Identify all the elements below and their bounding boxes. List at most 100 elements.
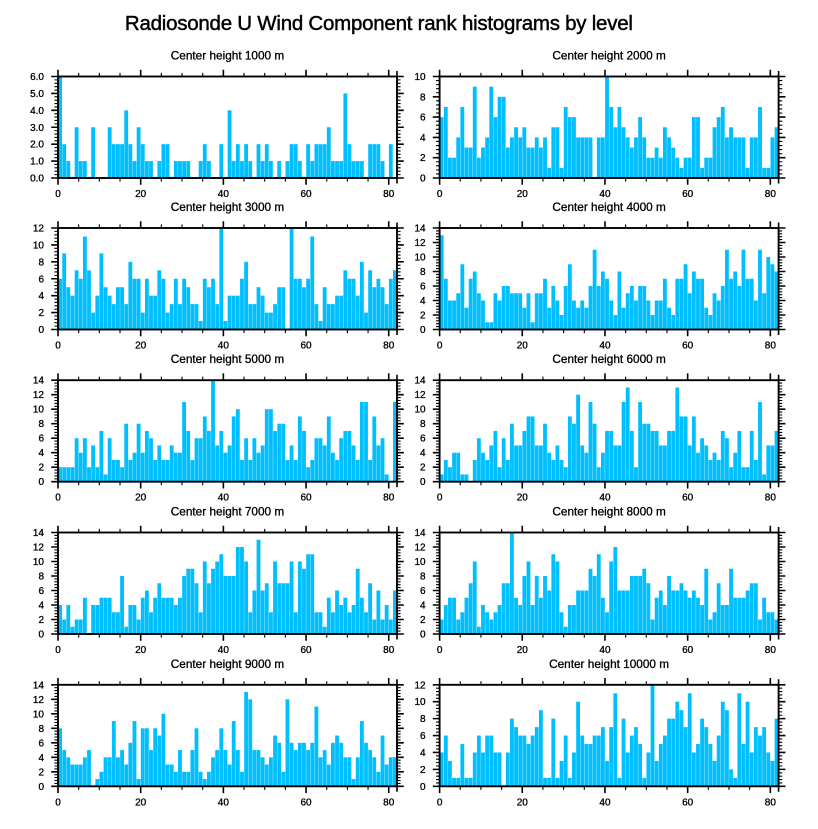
svg-text:60: 60 [300,645,312,656]
svg-text:60: 60 [300,797,312,808]
svg-text:Center height 2000 m: Center height 2000 m [552,49,666,63]
svg-text:40: 40 [218,797,230,808]
svg-text:8: 8 [38,724,44,735]
svg-text:0: 0 [38,782,44,793]
svg-text:4.0: 4.0 [30,106,44,117]
svg-text:12: 12 [414,680,426,691]
svg-text:2: 2 [38,767,44,778]
svg-text:Center height 3000 m: Center height 3000 m [171,200,285,214]
svg-text:Center height 4000 m: Center height 4000 m [552,200,666,214]
svg-text:Center height 10000 m: Center height 10000 m [549,657,669,671]
svg-text:0: 0 [55,645,61,656]
svg-text:4: 4 [38,448,44,459]
svg-text:40: 40 [218,189,230,200]
svg-text:10: 10 [414,697,426,708]
svg-text:Center height 7000 m: Center height 7000 m [171,505,285,519]
svg-text:20: 20 [517,341,529,352]
svg-text:6: 6 [38,274,44,285]
svg-text:6: 6 [420,586,426,597]
svg-text:20: 20 [517,797,529,808]
svg-text:2: 2 [420,615,426,626]
svg-text:2: 2 [38,463,44,474]
svg-text:6: 6 [420,731,426,742]
svg-text:Center height 9000 m: Center height 9000 m [171,657,285,671]
svg-text:20: 20 [135,189,147,200]
svg-text:10: 10 [414,557,426,568]
svg-text:0: 0 [420,174,426,185]
svg-text:Center height 1000 m: Center height 1000 m [171,49,285,63]
svg-text:10: 10 [33,240,45,251]
svg-text:20: 20 [135,645,147,656]
svg-text:60: 60 [682,493,694,504]
svg-text:0: 0 [55,189,61,200]
svg-text:8: 8 [420,267,426,278]
svg-text:40: 40 [599,493,611,504]
svg-text:80: 80 [765,797,777,808]
svg-text:0: 0 [55,797,61,808]
svg-text:8: 8 [38,257,44,268]
svg-text:0: 0 [38,630,44,641]
svg-text:14: 14 [33,528,45,539]
svg-text:2.0: 2.0 [30,140,44,151]
svg-text:8: 8 [420,714,426,725]
svg-text:14: 14 [33,376,45,387]
svg-text:12: 12 [33,695,45,706]
svg-text:Center height 5000 m: Center height 5000 m [171,352,285,366]
svg-text:12: 12 [33,390,45,401]
svg-text:20: 20 [135,341,147,352]
svg-text:60: 60 [300,341,312,352]
svg-text:60: 60 [682,797,694,808]
svg-text:10: 10 [33,405,45,416]
svg-text:20: 20 [517,493,529,504]
svg-text:40: 40 [599,189,611,200]
svg-text:4: 4 [420,601,426,612]
svg-text:14: 14 [414,528,426,539]
svg-text:0: 0 [55,341,61,352]
svg-text:6: 6 [38,586,44,597]
svg-text:6: 6 [420,434,426,445]
svg-text:Center height 6000 m: Center height 6000 m [552,352,666,366]
svg-text:2: 2 [38,615,44,626]
svg-text:12: 12 [414,543,426,554]
svg-text:4: 4 [420,133,426,144]
svg-text:6: 6 [38,434,44,445]
svg-text:20: 20 [135,797,147,808]
svg-text:8: 8 [38,572,44,583]
svg-text:12: 12 [414,238,426,249]
svg-text:2: 2 [38,308,44,319]
svg-text:40: 40 [218,493,230,504]
svg-text:2: 2 [420,765,426,776]
svg-text:6: 6 [420,282,426,293]
svg-text:2: 2 [420,153,426,164]
svg-text:Center height 8000 m: Center height 8000 m [552,505,666,519]
svg-text:80: 80 [765,493,777,504]
svg-text:2: 2 [420,311,426,322]
svg-text:0: 0 [420,630,426,641]
svg-text:20: 20 [135,493,147,504]
svg-text:10: 10 [33,709,45,720]
svg-text:8: 8 [420,92,426,103]
svg-text:40: 40 [599,797,611,808]
svg-text:80: 80 [383,189,395,200]
svg-text:8: 8 [420,419,426,430]
svg-text:0: 0 [420,477,426,488]
svg-text:8: 8 [38,419,44,430]
svg-text:60: 60 [682,645,694,656]
svg-text:12: 12 [33,543,45,554]
svg-text:0: 0 [437,493,443,504]
svg-text:80: 80 [765,189,777,200]
svg-text:4: 4 [420,748,426,759]
svg-text:80: 80 [383,341,395,352]
svg-text:60: 60 [682,341,694,352]
svg-text:4: 4 [420,448,426,459]
svg-text:40: 40 [599,341,611,352]
svg-text:80: 80 [765,645,777,656]
svg-text:80: 80 [383,645,395,656]
svg-text:0: 0 [437,645,443,656]
svg-text:20: 20 [517,645,529,656]
svg-text:12: 12 [33,224,45,235]
svg-text:10: 10 [414,405,426,416]
svg-text:10: 10 [414,253,426,264]
svg-text:40: 40 [218,645,230,656]
svg-text:0: 0 [420,325,426,336]
